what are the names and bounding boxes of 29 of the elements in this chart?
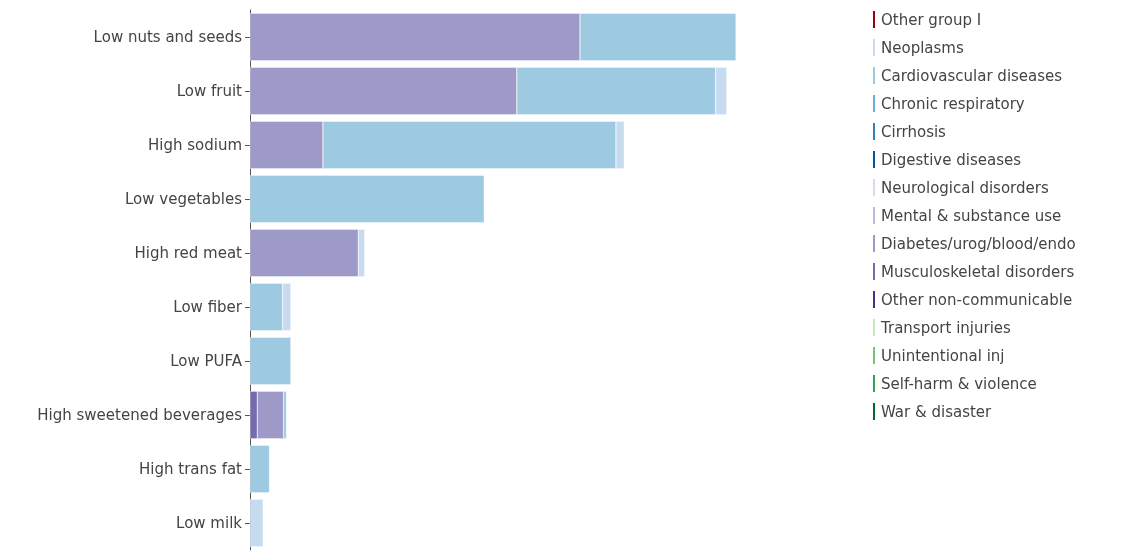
legend-label: Unintentional inj bbox=[881, 346, 1005, 365]
bar bbox=[250, 337, 291, 385]
y-tick-label: Low fruit bbox=[176, 82, 243, 100]
bar bbox=[250, 175, 485, 223]
legend-label: Diabetes/urog/blood/endo bbox=[881, 234, 1076, 253]
y-tick-label: High red meat bbox=[134, 244, 243, 262]
legend-label: Musculoskeletal disorders bbox=[881, 262, 1075, 281]
legend-label: War & disaster bbox=[881, 402, 993, 421]
bar bbox=[250, 499, 264, 547]
legend-label: Cirrhosis bbox=[881, 122, 947, 141]
y-tick-label: Low nuts and seeds bbox=[93, 28, 243, 46]
legend-label: Cardiovascular diseases bbox=[881, 66, 1063, 85]
y-tick-label: Low milk bbox=[176, 514, 243, 532]
legend-label: Other group I bbox=[881, 10, 982, 29]
y-tick-label: Low fiber bbox=[173, 298, 243, 316]
legend-label: Chronic respiratory bbox=[881, 94, 1025, 113]
legend-label: Transport injuries bbox=[880, 318, 1012, 337]
bar bbox=[250, 445, 270, 493]
legend-label: Neurological disorders bbox=[881, 178, 1049, 197]
legend-label: Other non-communicable bbox=[881, 290, 1073, 309]
y-tick-label: Low PUFA bbox=[170, 352, 243, 370]
legend-label: Neoplasms bbox=[881, 38, 964, 57]
y-tick-label: High sweetened beverages bbox=[37, 406, 243, 424]
legend-label: Mental & substance use bbox=[881, 206, 1062, 225]
y-tick-label: High sodium bbox=[147, 136, 242, 154]
y-tick-label: Low vegetables bbox=[125, 190, 243, 208]
y-tick-label: High trans fat bbox=[139, 460, 243, 478]
legend-label: Digestive diseases bbox=[881, 150, 1022, 169]
legend-label: Self-harm & violence bbox=[881, 374, 1037, 393]
